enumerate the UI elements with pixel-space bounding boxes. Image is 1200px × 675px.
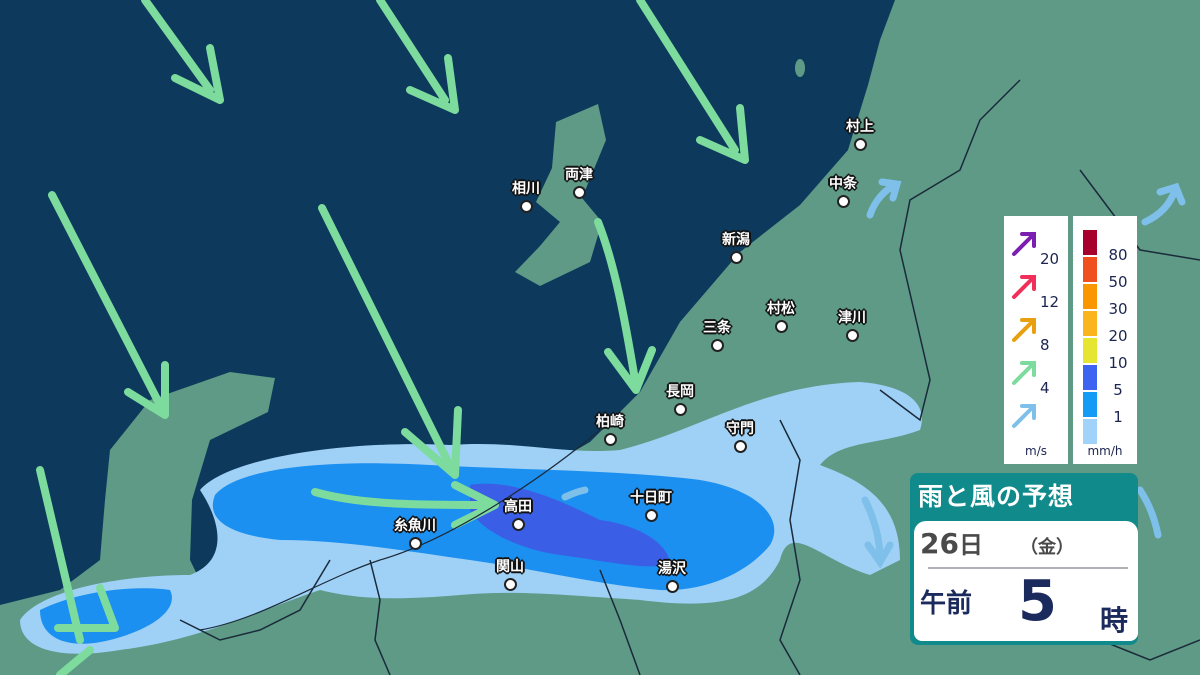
wind-arrow-icon bbox=[1012, 361, 1036, 385]
city-name: 関山 bbox=[496, 559, 524, 575]
city-dot bbox=[665, 580, 679, 593]
time-period: 午前 bbox=[920, 589, 973, 619]
city-dot bbox=[845, 329, 859, 342]
city-name: 守門 bbox=[726, 421, 754, 437]
rain-legend-value: 50 bbox=[1108, 273, 1128, 291]
railway-line bbox=[199, 429, 601, 631]
rain-color-swatch bbox=[1083, 257, 1097, 282]
wind-legend-value: 8 bbox=[1040, 336, 1050, 354]
city-dot bbox=[503, 578, 517, 591]
city-dot bbox=[729, 251, 743, 264]
city-dot bbox=[836, 195, 850, 208]
wind-arrow-icon bbox=[1012, 318, 1036, 342]
day-number: 26 bbox=[920, 527, 959, 560]
city-marker: 両津 bbox=[565, 164, 593, 199]
city-dot bbox=[774, 320, 788, 333]
city-name: 湯沢 bbox=[658, 561, 686, 577]
rain-legend-value: 30 bbox=[1108, 300, 1128, 318]
city-marker: 村松 bbox=[767, 298, 795, 333]
wind-unit: m/s bbox=[1025, 444, 1047, 458]
city-marker: 中条 bbox=[829, 173, 857, 208]
city-name: 相川 bbox=[512, 181, 540, 197]
city-name: 糸魚川 bbox=[394, 518, 436, 534]
city-name: 津川 bbox=[838, 310, 866, 326]
city-marker: 糸魚川 bbox=[394, 515, 436, 550]
city-name: 長岡 bbox=[666, 384, 694, 400]
city-name: 両津 bbox=[565, 167, 593, 183]
city-dot bbox=[853, 138, 867, 151]
rain-legend-value: 80 bbox=[1108, 246, 1128, 264]
city-marker: 新潟 bbox=[722, 229, 750, 264]
rain-legend-value: 20 bbox=[1108, 327, 1128, 345]
city-marker: 柏崎 bbox=[596, 411, 624, 446]
forecast-title: 雨と風の予想 bbox=[918, 482, 1075, 511]
city-marker: 村上 bbox=[846, 116, 874, 151]
city-marker: 三条 bbox=[703, 317, 731, 352]
city-name: 村松 bbox=[767, 301, 795, 317]
city-dot bbox=[408, 537, 422, 550]
rain-legend-value: 10 bbox=[1108, 354, 1128, 372]
forecast-info-panel: 雨と風の予想 26日 （金） 午前 5 時 bbox=[910, 473, 1138, 645]
wind-legend-value: 4 bbox=[1040, 379, 1050, 397]
city-dot bbox=[572, 186, 586, 199]
wind-legend-value: 12 bbox=[1040, 293, 1060, 311]
wind-arrow-icon bbox=[1012, 404, 1036, 428]
city-marker: 十日町 bbox=[630, 487, 672, 522]
city-name: 中条 bbox=[829, 176, 857, 192]
city-marker: 長岡 bbox=[666, 381, 694, 416]
city-marker: 関山 bbox=[496, 556, 524, 591]
city-dot bbox=[511, 518, 525, 531]
light-wind-arrows bbox=[561, 178, 1186, 569]
wind-arrows bbox=[36, 0, 749, 675]
city-dot bbox=[644, 509, 658, 522]
rain-color-swatch bbox=[1083, 419, 1097, 444]
city-name: 村上 bbox=[846, 119, 874, 135]
city-dot bbox=[519, 200, 533, 213]
city-dot bbox=[710, 339, 724, 352]
sado-island bbox=[515, 104, 606, 286]
wind-legend-item: 12 bbox=[1004, 271, 1068, 311]
city-dot bbox=[603, 433, 617, 446]
wind-legend-item: 4 bbox=[1004, 357, 1068, 397]
city-marker: 湯沢 bbox=[658, 558, 686, 593]
city-dot bbox=[673, 403, 687, 416]
rain-color-swatch bbox=[1083, 230, 1097, 255]
city-marker: 高田 bbox=[504, 496, 532, 531]
city-name: 高田 bbox=[504, 499, 532, 515]
rain-color-swatch bbox=[1083, 284, 1097, 309]
wind-legend-item: 20 bbox=[1004, 228, 1068, 268]
wind-arrow-icon bbox=[1012, 275, 1036, 299]
rain-color-swatch bbox=[1083, 311, 1097, 336]
wind-legend-item: 8 bbox=[1004, 314, 1068, 354]
rain-color-swatch bbox=[1083, 338, 1097, 363]
forecast-hour: 5 bbox=[1018, 569, 1057, 634]
rain-color-swatch bbox=[1083, 392, 1097, 417]
hour-unit: 時 bbox=[1100, 604, 1129, 637]
rain-legend-value: 1 bbox=[1113, 408, 1123, 426]
rainfall-legend: 80 50 30 20 10 5 1 mm/h bbox=[1073, 216, 1137, 464]
rain-legend-value: 5 bbox=[1113, 381, 1123, 399]
city-marker: 津川 bbox=[838, 307, 866, 342]
forecast-date: 26日 bbox=[920, 525, 983, 560]
city-dot bbox=[733, 440, 747, 453]
day-unit: 日 bbox=[958, 531, 983, 559]
city-name: 新潟 bbox=[722, 232, 750, 248]
rain-color-swatch bbox=[1083, 365, 1097, 390]
wind-speed-legend: 20 12 8 4 m/s bbox=[1004, 216, 1068, 464]
city-name: 柏崎 bbox=[596, 414, 624, 430]
forecast-time-box: 26日 （金） 午前 5 時 bbox=[914, 521, 1138, 641]
city-name: 十日町 bbox=[630, 490, 672, 506]
prefecture-borders bbox=[179, 79, 1200, 675]
city-marker: 守門 bbox=[726, 418, 754, 453]
rain-unit: mm/h bbox=[1087, 444, 1123, 458]
wind-arrow-icon bbox=[1012, 232, 1036, 256]
city-marker: 相川 bbox=[512, 178, 540, 213]
wind-legend-item bbox=[1004, 400, 1068, 440]
wind-legend-value: 20 bbox=[1040, 250, 1060, 268]
divider bbox=[928, 567, 1128, 569]
forecast-weekday: （金） bbox=[1020, 537, 1074, 558]
city-name: 三条 bbox=[703, 320, 731, 336]
